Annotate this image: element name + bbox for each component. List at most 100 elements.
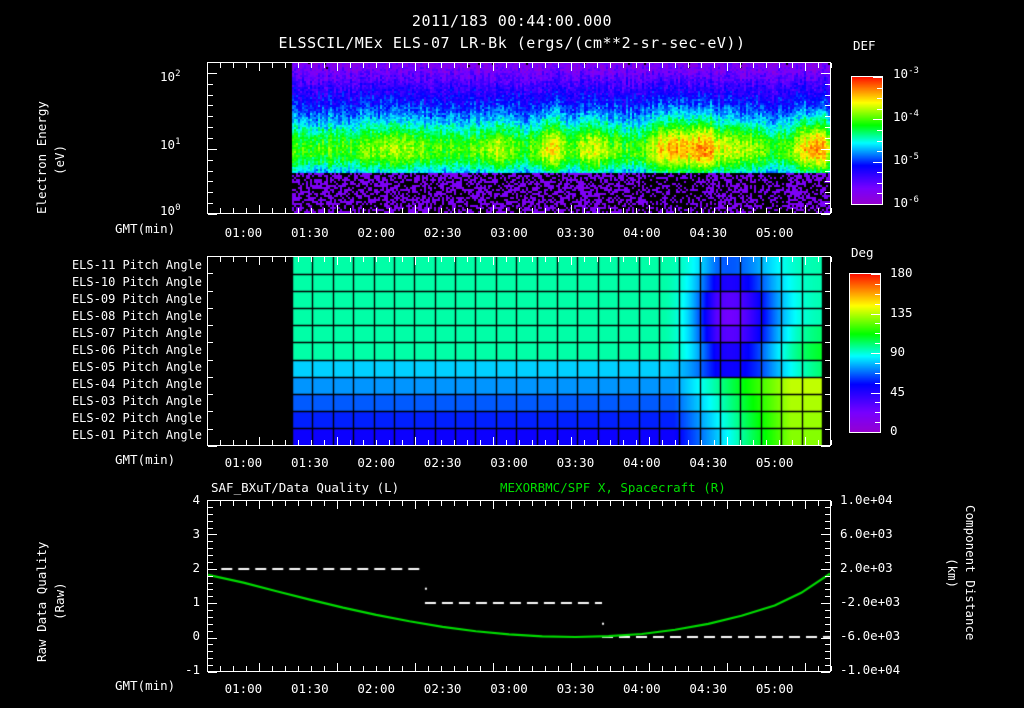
axis-tick [714, 63, 715, 68]
axis-tick [220, 440, 221, 445]
axis-tick [337, 257, 338, 265]
axis-tick [636, 440, 637, 445]
axis-tick [714, 666, 715, 671]
axis-tick [376, 501, 377, 506]
axis-tick [779, 208, 780, 213]
axis-tick [208, 582, 213, 584]
axis-tick [825, 138, 830, 139]
xtick-label-03-30: 03:30 [556, 681, 595, 696]
axis-tick [792, 208, 793, 213]
axis-tick [311, 63, 312, 68]
axis-tick [208, 105, 213, 107]
axis-tick [506, 440, 507, 445]
axis-tick [545, 666, 546, 671]
xtick-label-04-00: 04:00 [623, 455, 661, 470]
xtick-label-03-00: 03:00 [490, 455, 528, 470]
axis-tick [571, 205, 572, 213]
axis-tick [454, 440, 455, 445]
axis-tick [597, 440, 598, 445]
axis-tick [825, 394, 830, 396]
axis-tick [493, 437, 494, 445]
axis-tick [825, 527, 830, 529]
axis-tick [688, 440, 689, 445]
axis-tick [324, 666, 325, 671]
axis-tick [402, 666, 403, 671]
axis-tick [259, 663, 260, 671]
axis-tick [701, 257, 702, 262]
bottom-ytick-left-2: 2 [192, 560, 200, 575]
axis-tick [805, 501, 806, 509]
axis-tick [389, 63, 390, 68]
axis-tick [208, 127, 213, 129]
axis-tick [545, 440, 546, 445]
deg-cb-label-180: 180 [890, 265, 913, 280]
axis-tick [208, 116, 213, 118]
axis-tick [208, 411, 213, 413]
axis-tick [207, 63, 208, 68]
axis-tick [208, 138, 213, 139]
axis-tick [208, 214, 217, 215]
axis-tick [701, 63, 702, 68]
bottom-ylabel-right-units: (km) [945, 558, 960, 588]
axis-tick [467, 208, 468, 213]
axis-tick [740, 208, 741, 213]
axis-tick [208, 603, 217, 605]
bottom-ytick-left-0: 0 [192, 628, 200, 643]
def-cb-label-0-mant: 10 [893, 66, 909, 82]
axis-tick [597, 666, 598, 671]
bottom-ylabel-right-units-text: (km) [945, 558, 960, 589]
top-ytick-2-mant: 10 [160, 203, 176, 219]
axis-tick [208, 651, 213, 653]
axis-tick [415, 63, 416, 71]
axis-tick [818, 666, 819, 671]
axis-tick [825, 520, 830, 522]
axis-tick [623, 208, 624, 213]
axis-tick [821, 148, 830, 150]
axis-tick [208, 672, 217, 673]
axis-tick [389, 666, 390, 671]
def-cb-label-2-exp: -5 [908, 152, 919, 162]
deg-colorbar-tick [875, 303, 880, 305]
axis-tick [376, 257, 377, 262]
axis-tick [610, 666, 611, 671]
axis-tick [208, 428, 213, 430]
axis-tick [363, 501, 364, 506]
def-cb-label-0: 10-3 [893, 66, 919, 81]
axis-tick [337, 663, 338, 671]
axis-tick [480, 63, 481, 68]
axis-tick [675, 257, 676, 262]
axis-tick [825, 290, 830, 292]
axis-tick [207, 440, 208, 445]
axis-tick [825, 94, 830, 96]
def-cb-label-2-mant: 10 [893, 152, 909, 168]
axis-tick [584, 666, 585, 671]
axis-tick [208, 359, 213, 361]
axis-tick [298, 63, 299, 68]
axis-tick [571, 663, 572, 671]
xtick-label-02-00: 02:00 [357, 225, 396, 240]
axis-tick [298, 208, 299, 213]
bottom-ylabel-right: Component Distance [963, 505, 978, 640]
axis-tick [545, 208, 546, 213]
axis-tick [208, 589, 213, 591]
xtick-label-01-00: 01:00 [224, 455, 263, 470]
axis-tick [246, 666, 247, 671]
axis-tick [428, 666, 429, 671]
axis-tick [246, 208, 247, 213]
top-ylabel-units: (eV) [52, 145, 67, 175]
axis-tick [493, 501, 494, 509]
axis-tick [208, 376, 213, 378]
top-ytick-1-exp: 1 [175, 137, 181, 147]
xtick-label-02-30: 02:30 [423, 455, 462, 470]
axis-tick [208, 203, 213, 205]
axis-tick [337, 437, 338, 445]
axis-tick [753, 63, 754, 68]
axis-tick [825, 541, 830, 543]
axis-tick [350, 666, 351, 671]
axis-tick [675, 440, 676, 445]
axis-tick [428, 257, 429, 262]
bottom-ylabel-left: Raw Data Quality [34, 542, 49, 662]
axis-tick [220, 666, 221, 671]
axis-tick [233, 440, 234, 445]
axis-tick [558, 501, 559, 506]
